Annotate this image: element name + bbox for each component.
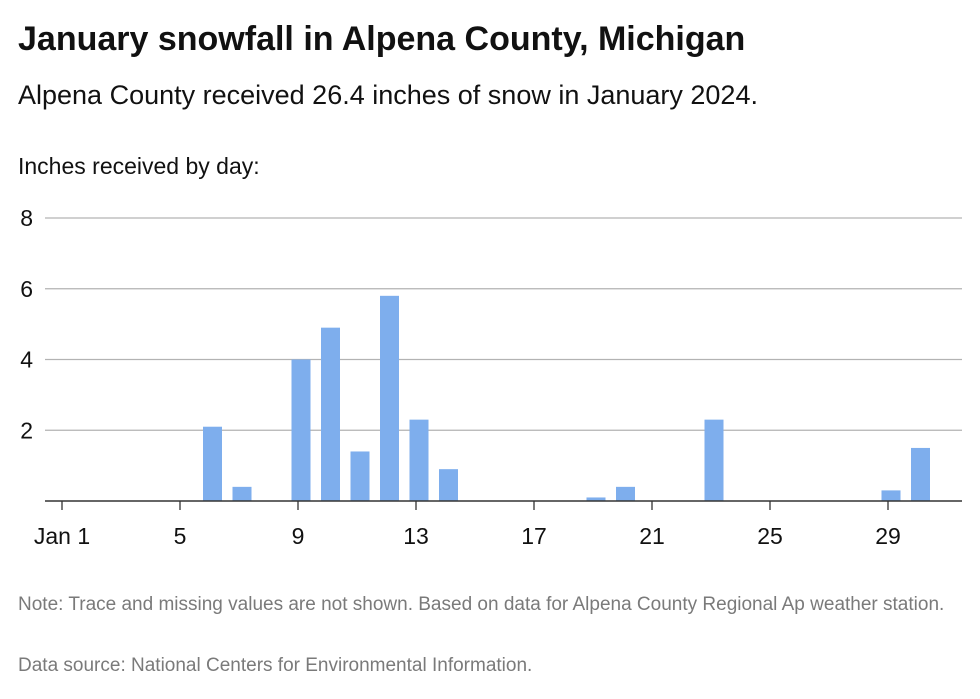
chart-title: January snowfall in Alpena County, Michi… bbox=[18, 20, 746, 58]
snowfall-bar-chart: 2 4 6 8 Jan 1 5 9 13 17 21 25 29 bbox=[20, 205, 962, 549]
x-tick-label-25: 25 bbox=[757, 523, 783, 549]
chart-note: Note: Trace and missing values are not s… bbox=[18, 594, 945, 615]
x-tick-label-29: 29 bbox=[875, 523, 901, 549]
bar-day-23 bbox=[704, 419, 724, 501]
bar-day-12 bbox=[380, 295, 399, 501]
x-tick-label-9: 9 bbox=[292, 523, 305, 549]
x-tick-label-17: 17 bbox=[521, 523, 547, 549]
y-tick-label-6: 6 bbox=[20, 276, 33, 302]
bar-day-13 bbox=[409, 419, 429, 501]
x-tick-label-13: 13 bbox=[403, 523, 429, 549]
bar-day-19 bbox=[586, 497, 606, 501]
y-tick-label-4: 4 bbox=[20, 347, 33, 373]
bar-day-20 bbox=[616, 486, 635, 501]
bar-day-29 bbox=[881, 490, 901, 501]
bar-day-30 bbox=[911, 447, 930, 501]
x-tick-label-21: 21 bbox=[639, 523, 665, 549]
bar-day-10 bbox=[321, 327, 340, 501]
bar-day-9 bbox=[291, 359, 311, 501]
chart-subtitle: Alpena County received 26.4 inches of sn… bbox=[18, 80, 758, 110]
y-tick-label-2: 2 bbox=[20, 417, 33, 443]
y-tick-label-8: 8 bbox=[20, 205, 33, 231]
y-axis-label: Inches received by day: bbox=[18, 153, 260, 179]
bar-day-7 bbox=[232, 486, 252, 501]
bar-day-14 bbox=[439, 469, 458, 501]
data-source: Data source: National Centers for Enviro… bbox=[18, 655, 533, 676]
x-tick-label-5: 5 bbox=[174, 523, 187, 549]
bar-day-6 bbox=[203, 426, 222, 501]
bar-day-11 bbox=[350, 451, 370, 501]
x-tick-label-1: Jan 1 bbox=[34, 523, 90, 549]
